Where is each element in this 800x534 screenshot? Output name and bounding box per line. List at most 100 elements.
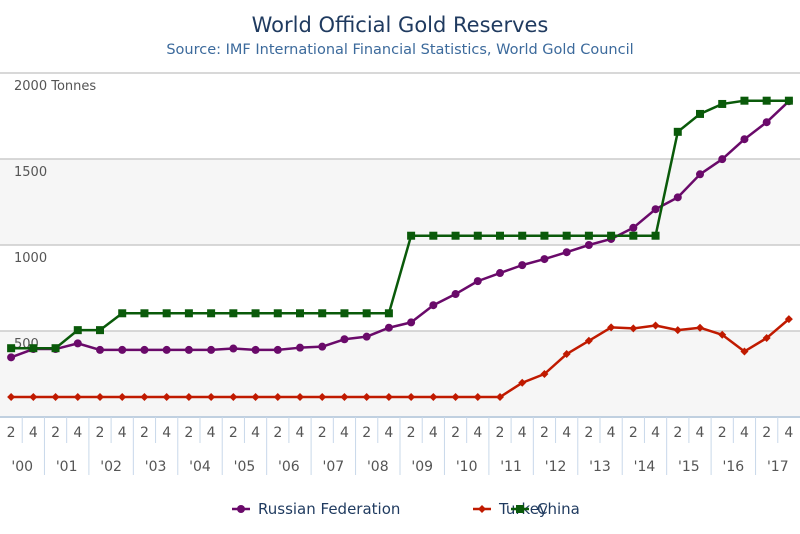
point-russian-federation (473, 277, 482, 286)
legend-item-russian-federation[interactable]: Russian Federation (232, 500, 400, 518)
series-turkey (7, 315, 793, 402)
year-label: '04 (189, 459, 211, 475)
point-turkey (562, 350, 571, 359)
point-china (540, 231, 549, 240)
point-russian-federation (429, 301, 438, 310)
year-label: '15 (678, 459, 700, 475)
point-china (696, 109, 704, 118)
point-russian-federation (207, 345, 216, 354)
point-turkey (696, 323, 704, 332)
quarter-label: 2 (229, 425, 238, 441)
point-turkey (162, 393, 171, 402)
point-china (251, 309, 260, 318)
point-russian-federation (162, 345, 171, 354)
year-label: '13 (589, 459, 611, 475)
point-china (207, 309, 216, 318)
point-turkey (184, 393, 193, 402)
point-russian-federation (251, 345, 260, 354)
quarter-label: 2 (51, 425, 60, 441)
point-china (607, 231, 616, 240)
point-turkey (429, 393, 438, 402)
quarter-label: 2 (140, 425, 149, 441)
band-0-500 (0, 331, 800, 417)
band-1000-1500 (0, 159, 800, 245)
year-label: '12 (545, 459, 567, 475)
point-china (740, 96, 749, 105)
point-turkey (451, 393, 460, 402)
quarter-label: 2 (407, 425, 416, 441)
point-china (518, 231, 527, 240)
point-russian-federation (7, 353, 16, 362)
point-turkey (584, 336, 593, 345)
quarter-label: 4 (784, 425, 793, 441)
point-turkey (273, 393, 282, 402)
point-russian-federation (562, 248, 571, 257)
point-china (651, 231, 660, 240)
point-china (29, 344, 38, 353)
quarter-label: 4 (384, 425, 393, 441)
point-turkey (607, 323, 616, 332)
quarter-label: 2 (718, 425, 727, 441)
quarter-label: 4 (29, 425, 38, 441)
point-china (384, 309, 393, 318)
quarter-label: 2 (273, 425, 282, 441)
point-turkey (673, 326, 682, 335)
quarter-label: 2 (496, 425, 505, 441)
quarter-label: 2 (584, 425, 593, 441)
quarter-label: 2 (451, 425, 460, 441)
legend-circle-icon (237, 505, 245, 513)
point-turkey (96, 393, 104, 402)
point-china (562, 231, 571, 240)
point-russian-federation (140, 345, 149, 354)
point-china (318, 309, 327, 318)
y-tick-label: 1500 (14, 165, 47, 180)
quarter-label: 4 (73, 425, 82, 441)
quarter-label: 4 (340, 425, 349, 441)
point-china (496, 231, 504, 240)
quarter-label: 4 (207, 425, 216, 441)
quarter-label: 4 (740, 425, 749, 441)
year-label: '09 (411, 459, 433, 475)
point-china (140, 309, 149, 318)
point-turkey (718, 330, 727, 339)
quarter-label: 2 (362, 425, 371, 441)
quarter-label: 4 (162, 425, 171, 441)
quarter-label: 4 (429, 425, 438, 441)
point-china (718, 99, 727, 108)
year-label: '10 (456, 459, 478, 475)
point-russian-federation (496, 269, 504, 278)
point-turkey (384, 393, 393, 402)
year-label: '14 (634, 459, 656, 475)
legend[interactable]: Russian FederationTurkeyChina (232, 500, 580, 518)
year-label: '16 (722, 459, 744, 475)
point-russian-federation (451, 290, 460, 299)
quarter-label: 4 (118, 425, 127, 441)
point-turkey (296, 393, 304, 402)
point-russian-federation (118, 345, 127, 354)
point-china (784, 96, 793, 105)
legend-item-china[interactable]: China (511, 500, 580, 518)
point-china (673, 127, 682, 136)
quarter-label: 4 (296, 425, 305, 441)
year-label: '07 (322, 459, 344, 475)
series-russian-federation (7, 97, 793, 362)
point-turkey (118, 393, 127, 402)
point-turkey (362, 393, 371, 402)
point-turkey (407, 393, 416, 402)
point-china (584, 231, 593, 240)
point-turkey (251, 393, 260, 402)
point-turkey (29, 393, 38, 402)
series-china (7, 96, 793, 353)
chart-title: World Official Gold Reserves (252, 13, 549, 37)
point-russian-federation (762, 118, 771, 127)
point-china (229, 309, 238, 318)
point-china (407, 231, 416, 240)
quarter-label: 4 (251, 425, 260, 441)
point-russian-federation (384, 323, 393, 332)
year-label: '00 (11, 459, 33, 475)
point-russian-federation (184, 345, 193, 354)
x-axis: 2 4 2 4 2 4 2 4 2 4 2 4 2 4 2 4 2 4 2 4 2 4 2 4 2 4 2 4 2 4 2 4 2 4 2 4'00 '… (0, 416, 800, 475)
point-turkey (762, 334, 771, 343)
